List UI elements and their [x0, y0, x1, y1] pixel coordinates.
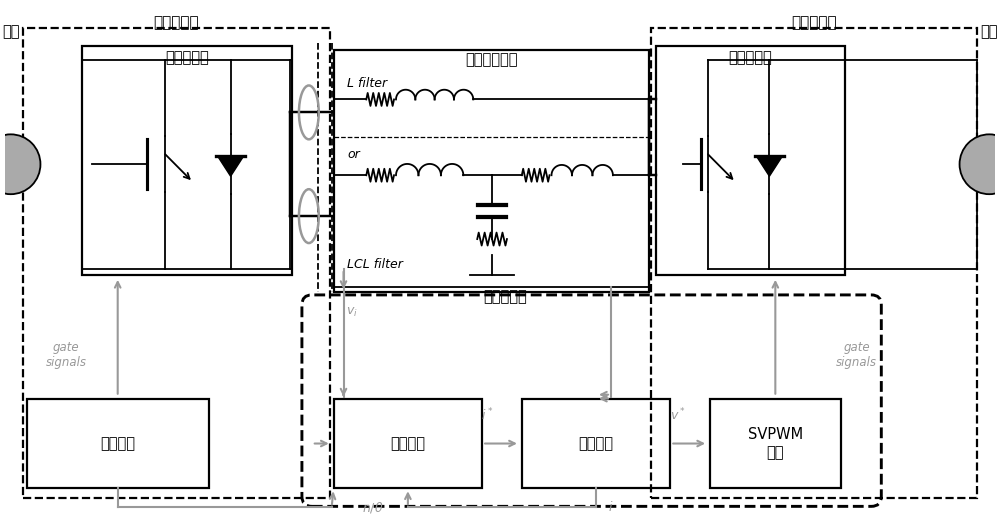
Bar [334, 50, 649, 292]
Text: $v^*$: $v^*$ [670, 406, 686, 423]
Text: or: or [347, 148, 360, 161]
Text: 接口耦合电路: 接口耦合电路 [465, 52, 517, 67]
Circle shape [960, 134, 1000, 194]
Text: 实时处理器: 实时处理器 [483, 289, 527, 305]
Text: $n/ \theta$: $n/ \theta$ [362, 500, 384, 515]
Text: gate
signals: gate signals [46, 341, 87, 369]
Polygon shape [757, 157, 782, 176]
Polygon shape [218, 157, 243, 176]
Text: 电源: 电源 [2, 24, 19, 39]
Bar [651, 27, 977, 499]
Bar [656, 45, 845, 275]
Text: 电机模型: 电机模型 [390, 436, 425, 451]
Bar [334, 398, 482, 489]
Text: 电机模拟器: 电机模拟器 [791, 15, 837, 30]
Bar [710, 398, 841, 489]
Text: $v_i$: $v_i$ [346, 306, 357, 319]
Text: $i$: $i$ [608, 500, 614, 514]
Circle shape [0, 134, 40, 194]
Text: 电源: 电源 [981, 24, 998, 39]
Text: 功率变换器: 功率变换器 [729, 50, 772, 65]
Bar [27, 398, 209, 489]
Text: SVPWM
调制: SVPWM 调制 [748, 427, 803, 460]
Text: $i^*$: $i^*$ [481, 406, 493, 423]
Text: LCL filter: LCL filter [347, 259, 403, 271]
Bar [82, 45, 292, 275]
Text: 电机控制器: 电机控制器 [153, 15, 199, 30]
Bar [522, 398, 670, 489]
Text: 接口控制: 接口控制 [579, 436, 614, 451]
Text: 矢量控制: 矢量控制 [100, 436, 135, 451]
Bar [23, 27, 330, 499]
Text: L filter: L filter [347, 77, 388, 90]
Text: gate
signals: gate signals [836, 341, 877, 369]
Text: 驱动逆变器: 驱动逆变器 [165, 50, 209, 65]
